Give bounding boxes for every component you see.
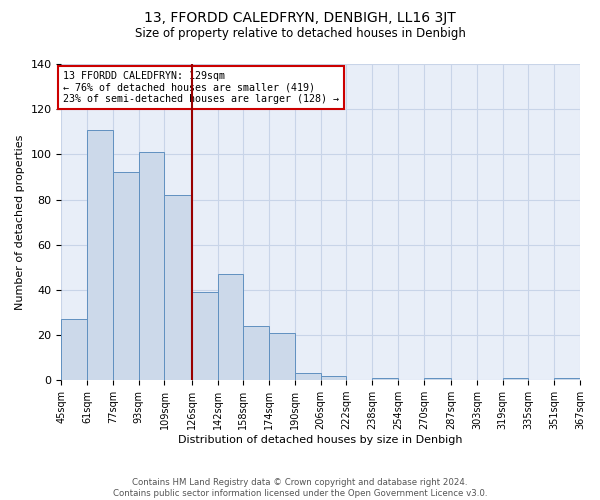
Bar: [244, 326, 269, 380]
Bar: [61, 319, 87, 380]
Bar: [554, 378, 580, 380]
Bar: [295, 374, 321, 380]
X-axis label: Distribution of detached houses by size in Denbigh: Distribution of detached houses by size …: [178, 435, 463, 445]
Text: Size of property relative to detached houses in Denbigh: Size of property relative to detached ho…: [134, 28, 466, 40]
Bar: [321, 376, 346, 380]
Text: 13 FFORDD CALEDFRYN: 129sqm
← 76% of detached houses are smaller (419)
23% of se: 13 FFORDD CALEDFRYN: 129sqm ← 76% of det…: [63, 71, 339, 104]
Bar: [113, 172, 139, 380]
Bar: [139, 152, 164, 380]
Bar: [164, 195, 192, 380]
Bar: [372, 378, 398, 380]
Bar: [269, 333, 295, 380]
Bar: [424, 378, 451, 380]
Y-axis label: Number of detached properties: Number of detached properties: [15, 134, 25, 310]
Text: Contains HM Land Registry data © Crown copyright and database right 2024.
Contai: Contains HM Land Registry data © Crown c…: [113, 478, 487, 498]
Text: 13, FFORDD CALEDFRYN, DENBIGH, LL16 3JT: 13, FFORDD CALEDFRYN, DENBIGH, LL16 3JT: [144, 11, 456, 25]
Bar: [192, 292, 218, 380]
Bar: [87, 130, 113, 380]
Bar: [218, 274, 244, 380]
Bar: [503, 378, 529, 380]
